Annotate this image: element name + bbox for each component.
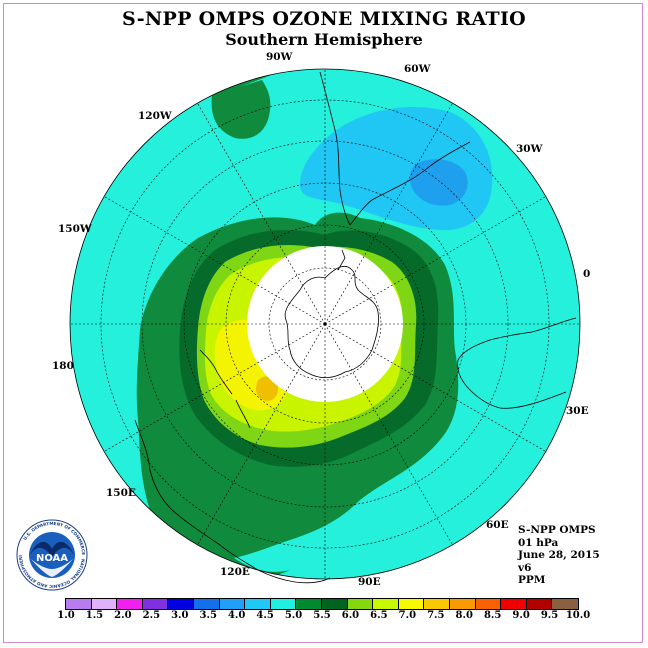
- colorbar-tick-label: 3.5: [199, 610, 217, 621]
- colorbar-tick-label: 6.5: [370, 610, 388, 621]
- colorbar-swatch: [321, 599, 348, 609]
- colorbar-tick-label: 2.5: [142, 610, 161, 621]
- colorbar-tick-label: 8.0: [455, 610, 473, 621]
- label-90w: 90W: [266, 51, 293, 63]
- svg-text:NOAA: NOAA: [36, 553, 68, 564]
- colorbar-swatch: [193, 599, 220, 609]
- colorbar-swatch: [142, 599, 169, 609]
- colorbar-tick-label: 6.0: [341, 610, 360, 621]
- colorbar-ticks: 1.0 1.5 2.0 2.5 3.0 3.5 4.0 4.5 5.0 5.5 6.0 6.5 7.0 7…: [0, 610, 648, 624]
- colorbar-swatch: [66, 599, 92, 609]
- colorbar-swatch: [398, 599, 425, 609]
- label-90e: 90E: [358, 576, 381, 588]
- colorbar-tick-label: 4.5: [256, 610, 274, 621]
- colorbar-tick-label: 9.5: [540, 610, 559, 621]
- figure-frame: [3, 3, 643, 643]
- label-120e: 120E: [220, 566, 250, 578]
- colorbar-swatch: [475, 599, 502, 609]
- colorbar-tick-label: 7.5: [427, 610, 445, 621]
- colorbar-tick-label: 10.0: [565, 610, 591, 621]
- colorbar-swatch: [117, 599, 143, 609]
- colorbar-swatch: [424, 599, 450, 609]
- colorbar: [65, 598, 579, 610]
- colorbar-tick-label: 3.0: [171, 610, 189, 621]
- label-0: 0: [583, 268, 591, 280]
- africa-coastline: [457, 317, 577, 409]
- label-30w: 30W: [516, 143, 543, 155]
- info-instrument: S-NPP OMPS: [518, 524, 596, 536]
- colorbar-tick-label: 1.0: [57, 610, 75, 621]
- colorbar-swatch: [373, 599, 399, 609]
- colorbar-tick-label: 5.0: [284, 610, 303, 621]
- colorbar-swatch: [347, 599, 374, 609]
- colorbar-tick-label: 2.0: [114, 610, 132, 621]
- band-8-0: [255, 376, 278, 401]
- colorbar-swatch: [449, 599, 476, 609]
- colorbar-swatch: [552, 599, 578, 609]
- colorbar-tick-label: 7.0: [398, 610, 417, 621]
- colorbar-swatch: [296, 599, 322, 609]
- colorbar-swatch: [270, 599, 297, 609]
- new-zealand-coastline: [199, 349, 251, 429]
- map-title: S-NPP OMPS OZONE MIXING RATIO: [121, 8, 527, 30]
- map-boundary: [69, 68, 581, 580]
- colorbar-tick-label: 5.5: [313, 610, 331, 621]
- colorbar-tick-label: 4.0: [227, 610, 246, 621]
- colorbar-swatch: [526, 599, 553, 609]
- label-30e: 30E: [566, 405, 589, 417]
- colorbar-swatch: [91, 599, 118, 609]
- label-60w: 60W: [404, 63, 431, 75]
- info-version: v6: [518, 561, 532, 574]
- colorbar-swatch: [168, 599, 194, 609]
- colorbar-tick-label: 1.5: [85, 610, 104, 621]
- longitude-grid: [70, 69, 580, 579]
- label-60e: 60E: [486, 519, 509, 531]
- info-level: 01 hPa: [518, 536, 559, 549]
- label-120w: 120W: [138, 110, 172, 122]
- label-150e: 150E: [106, 487, 136, 499]
- info-date: June 28, 2015: [518, 549, 600, 561]
- info-block: S-NPP OMPS 01 hPa June 28, 2015 v6 PPM: [518, 524, 600, 587]
- label-180: 180: [52, 360, 74, 372]
- map-subtitle: Southern Hemisphere: [225, 30, 423, 49]
- colorbar-swatch: [245, 599, 271, 609]
- info-units: PPM: [518, 574, 546, 586]
- colorbar-tick-label: 8.5: [483, 610, 502, 621]
- australia-coastline: [134, 419, 331, 584]
- colorbar-swatch: [501, 599, 527, 609]
- colorbar-swatch: [219, 599, 246, 609]
- noaa-logo: NATIONAL OCEANIC AND ATMOSPHERIC ADMINIS…: [16, 519, 88, 591]
- label-150w: 150W: [58, 223, 92, 235]
- antarctica-coastline: [284, 249, 379, 378]
- colorbar-tick-label: 9.0: [512, 610, 530, 621]
- south-pole-marker: [323, 322, 327, 326]
